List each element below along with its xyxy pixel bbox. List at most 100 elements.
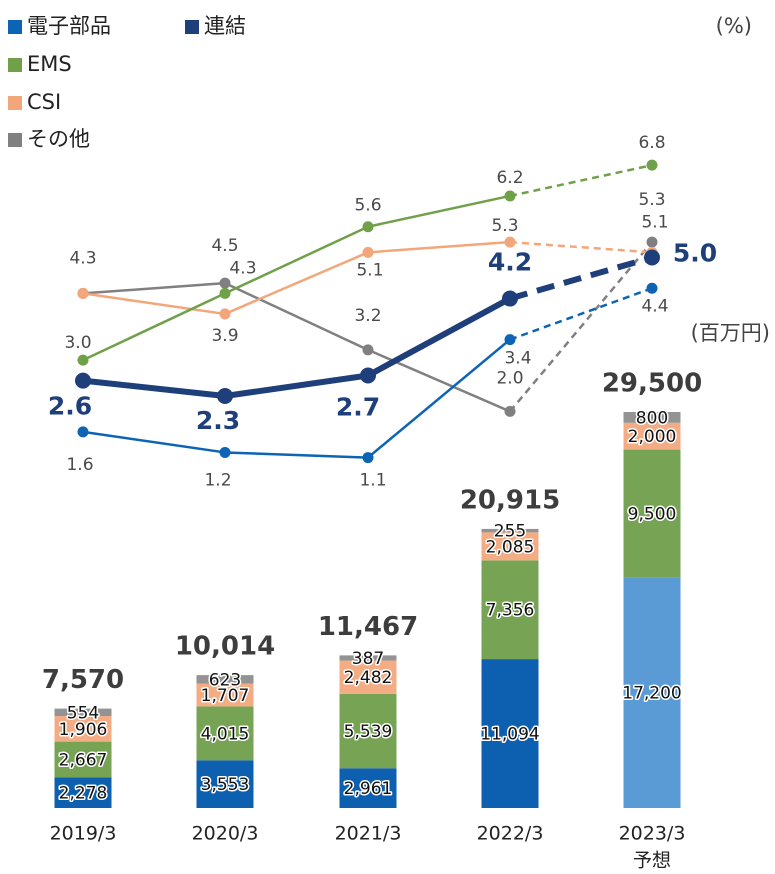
line-value-label: 2.3 (196, 406, 240, 435)
legend-swatch (8, 58, 22, 72)
legend-label: 電子部品 (27, 14, 111, 38)
line-value-label: 2.7 (336, 392, 380, 421)
bar-segment (623, 577, 681, 808)
x-tick-note: 予想 (633, 850, 671, 872)
bar-value-label: 2,667 (59, 751, 108, 771)
bar-value-label: 5,539 (344, 722, 393, 742)
line-value-label: 4.2 (488, 248, 532, 277)
line-marker (646, 159, 658, 171)
line-series (82, 281, 511, 413)
bar-segment (339, 693, 397, 769)
x-tick-label: 2023/3 (619, 823, 686, 845)
line-marker (219, 446, 231, 458)
total-label: 20,915 (460, 485, 560, 515)
legend-swatch (8, 96, 22, 110)
bar-segment (481, 532, 539, 561)
line-value-label: 5.3 (491, 216, 518, 236)
bar-value-label: 2,961 (344, 779, 393, 799)
bar-value-label: 4,015 (201, 724, 250, 744)
line-marker (362, 344, 374, 356)
line-series (509, 254, 653, 302)
line-value-label: 5.6 (354, 196, 381, 216)
line-value-label: 5.1 (356, 260, 383, 280)
bar-value-label: 387 (352, 649, 384, 669)
legend-swatch (185, 20, 199, 34)
line-value-label: 2.0 (496, 368, 523, 388)
x-tick-label: 2022/3 (477, 823, 544, 845)
line-marker (360, 367, 376, 384)
bar-value-label: 3,553 (201, 775, 250, 795)
line-marker (504, 236, 516, 248)
unit-money: (百万円) (691, 321, 770, 345)
bar-segment (54, 741, 112, 778)
bar-value-label: 1,707 (201, 686, 250, 706)
x-tick-label: 2019/3 (50, 823, 117, 845)
bar-value-label: 2,000 (628, 427, 677, 447)
bar-segment (54, 708, 112, 717)
line-marker (219, 308, 231, 320)
line-value-label: 4.4 (641, 296, 668, 316)
line-marker (219, 287, 231, 299)
line-marker (504, 190, 516, 202)
line-value-label: 5.3 (638, 190, 665, 210)
line-marker (77, 354, 89, 366)
line-series (82, 295, 512, 400)
line-marker (77, 426, 89, 438)
line-value-label: 3.9 (211, 326, 238, 346)
line-value-label: 2.6 (48, 392, 92, 421)
line-marker (646, 282, 658, 294)
line-series (82, 240, 511, 316)
line-series (82, 338, 511, 459)
x-tick-label: 2020/3 (192, 823, 259, 845)
bar-value-label: 2,278 (59, 784, 108, 804)
legend-label: 連結 (204, 14, 246, 38)
bar-segment (339, 655, 397, 661)
bar-value-label: 1,906 (59, 720, 108, 740)
bar-segment (623, 422, 681, 450)
bar-segment (196, 683, 254, 707)
line-value-label: 1.1 (359, 471, 386, 491)
line-marker (77, 287, 89, 299)
line-value-label: 4.3 (229, 258, 256, 278)
line-series (509, 287, 653, 341)
total-label: 11,467 (318, 612, 418, 642)
bar-segment (196, 675, 254, 684)
total-label: 29,500 (602, 369, 702, 399)
line-value-label: 4.3 (69, 248, 96, 268)
bar-value-label: 11,094 (480, 725, 539, 745)
line-marker (504, 334, 516, 346)
bar-segment (339, 768, 397, 808)
line-marker (75, 372, 91, 389)
line-marker (644, 249, 660, 266)
bar-value-label: 2,482 (344, 668, 393, 688)
total-label: 10,014 (175, 632, 275, 662)
legend-swatch (8, 133, 22, 147)
line-marker (646, 236, 658, 248)
bar-value-label: 800 (636, 408, 668, 428)
bar-value-label: 9,500 (628, 504, 677, 524)
bar-segment (54, 716, 112, 742)
bar-segment (623, 412, 681, 423)
line-marker (362, 221, 374, 233)
line-value-label: 4.5 (211, 236, 238, 256)
line-value-label: 3.0 (64, 333, 91, 353)
line-value-label: 5.1 (641, 212, 668, 232)
line-marker (219, 277, 231, 289)
bar-value-label: 17,200 (622, 684, 681, 704)
line-series (509, 241, 653, 413)
line-value-label: 3.4 (504, 349, 531, 369)
bar-segment (339, 660, 397, 694)
line-value-label: 6.2 (496, 168, 523, 188)
bar-value-label: 2,085 (486, 537, 535, 557)
line-value-label: 3.2 (354, 306, 381, 326)
legend-label: その他 (27, 127, 90, 151)
line-marker (217, 388, 233, 405)
unit-percent: (%) (716, 14, 752, 38)
legend-swatch (8, 20, 22, 34)
legend-label: CSI (27, 90, 61, 114)
bar-value-label: 554 (67, 703, 99, 723)
bar-value-label: 623 (209, 670, 241, 690)
line-series (509, 163, 653, 198)
line-value-label: 5.0 (673, 239, 717, 268)
bar-segment (196, 760, 254, 808)
